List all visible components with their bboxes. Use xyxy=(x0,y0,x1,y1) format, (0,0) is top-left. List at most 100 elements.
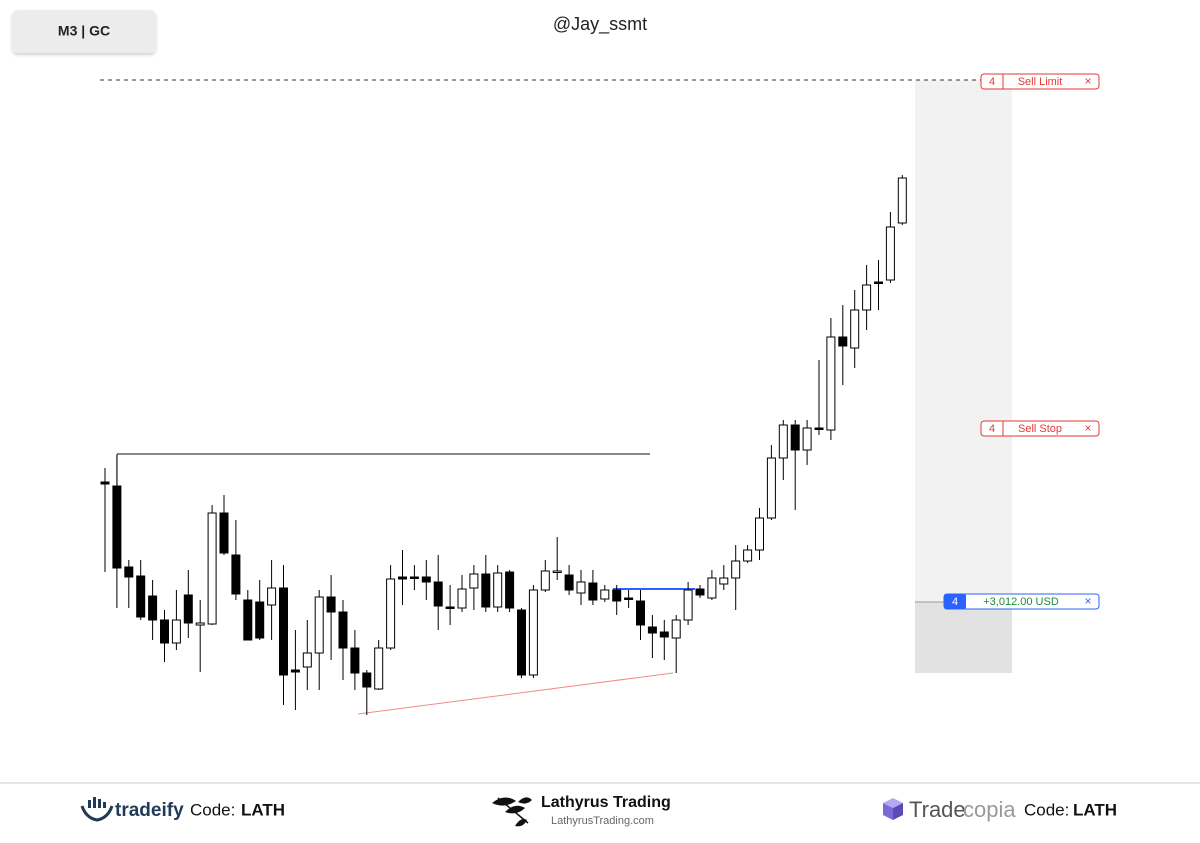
risk-zone xyxy=(915,602,1012,673)
symbol-label: M3 | GC xyxy=(58,23,110,39)
lathyrus-brand: Lathyrus Trading xyxy=(541,794,671,811)
candle-body xyxy=(826,336,836,431)
candle-body xyxy=(374,647,384,690)
order-qty: 4 xyxy=(989,423,995,435)
tag-box xyxy=(980,73,1100,90)
candle-body xyxy=(493,572,503,608)
candle-body xyxy=(302,652,312,668)
candle-body xyxy=(279,587,288,676)
candle-body xyxy=(398,576,407,580)
candle-body xyxy=(814,427,824,430)
watermark: @Jay_ssmt xyxy=(553,14,647,35)
lathyrus-logo xyxy=(492,797,532,827)
candle-body xyxy=(850,309,860,349)
candle-body xyxy=(885,226,895,281)
order-tag[interactable]: 4 Sell Limit × xyxy=(980,73,1100,90)
candle-body xyxy=(719,577,729,585)
tradecopia-brand: copia xyxy=(963,797,1016,822)
candle-body xyxy=(540,570,550,591)
candle-body xyxy=(766,457,776,519)
candle-body xyxy=(243,599,253,641)
order-pnl: +3,012.00 USD xyxy=(983,596,1059,608)
candle-body xyxy=(600,589,610,600)
candle-body xyxy=(517,609,526,676)
candle-body xyxy=(112,485,122,569)
candle-body xyxy=(790,424,800,451)
order-close[interactable]: × xyxy=(1084,594,1091,608)
tradecopia-brand: Trade xyxy=(909,797,966,822)
candle-body xyxy=(636,600,645,626)
candle-body xyxy=(707,577,717,599)
order-label: Sell Stop xyxy=(1018,423,1062,435)
candle-body xyxy=(743,549,753,562)
candle-body xyxy=(362,672,372,688)
candle-body xyxy=(624,597,634,600)
candle-body xyxy=(862,284,872,311)
candle-body xyxy=(695,588,705,596)
candle-body xyxy=(326,596,336,613)
candle-body xyxy=(755,517,764,551)
candle-body xyxy=(647,626,657,634)
symbol-button[interactable] xyxy=(12,10,156,53)
trend-line xyxy=(357,672,674,715)
candle-body xyxy=(445,606,455,609)
candle-body xyxy=(171,619,181,644)
candle-body xyxy=(219,512,229,554)
tradeify-logo xyxy=(80,797,114,822)
order-label: Sell Limit xyxy=(1018,76,1063,88)
candle-body xyxy=(683,589,693,621)
candle-body xyxy=(802,427,812,451)
lathyrus-site: LathyrusTrading.com xyxy=(551,815,654,827)
tag-box xyxy=(980,420,1100,437)
candle-body xyxy=(564,574,574,591)
candle-body xyxy=(195,622,205,626)
candle-body xyxy=(207,512,217,625)
candle-body xyxy=(100,481,110,485)
order-tag[interactable]: 4 Sell Stop × xyxy=(980,420,1100,437)
order-qty: 4 xyxy=(952,596,958,608)
code: LATH xyxy=(1073,800,1117,819)
candle-body xyxy=(433,581,443,607)
candle-body xyxy=(469,573,479,589)
candle-body xyxy=(576,581,586,594)
tradecopia-logo xyxy=(883,798,903,820)
candle-body xyxy=(231,554,241,595)
order-tag[interactable]: 4 +3,012.00 USD × xyxy=(943,593,1100,610)
candle-body xyxy=(183,594,193,624)
candle-body xyxy=(314,596,324,654)
candle-body xyxy=(290,669,300,673)
candle-body xyxy=(386,578,396,649)
candle-body xyxy=(528,589,538,676)
candle-body xyxy=(671,619,681,639)
candle-body xyxy=(409,576,419,579)
candle-body xyxy=(160,619,169,644)
target-zone xyxy=(915,80,1012,602)
candle-body xyxy=(838,336,848,347)
qty-box xyxy=(944,594,966,609)
code-label: Code: xyxy=(1024,800,1069,819)
candle-body xyxy=(457,588,467,609)
candle-body xyxy=(148,595,158,621)
candle-body xyxy=(897,177,907,224)
candle-body xyxy=(552,570,562,573)
candle-body xyxy=(350,647,360,674)
tradeify-brand: tradeify xyxy=(115,800,184,821)
code: LATH xyxy=(241,800,285,819)
order-close[interactable]: × xyxy=(1084,421,1091,435)
candle-body xyxy=(267,587,277,606)
candles xyxy=(100,175,907,715)
candle-body xyxy=(612,589,622,602)
candle-body xyxy=(136,575,146,618)
candle-body xyxy=(338,611,348,649)
order-qty: 4 xyxy=(989,76,995,88)
candle-body xyxy=(124,566,134,578)
candle-body xyxy=(255,601,265,639)
candle-body xyxy=(505,571,515,609)
candle-body xyxy=(778,424,788,459)
code-label: Code: xyxy=(190,800,235,819)
candle-body xyxy=(588,582,598,601)
candle-body xyxy=(421,576,431,583)
order-close[interactable]: × xyxy=(1084,74,1091,88)
candle-body xyxy=(874,281,883,284)
